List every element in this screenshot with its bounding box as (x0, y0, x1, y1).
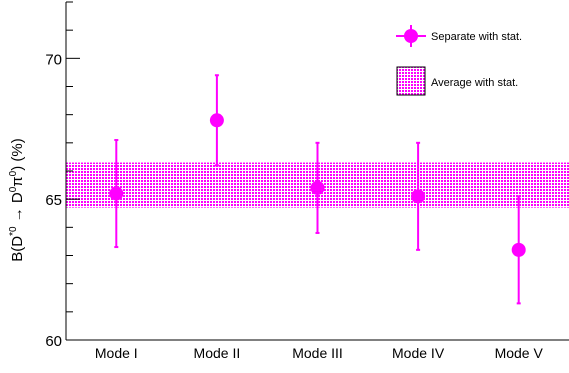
ylabel-pi: π (9, 176, 26, 186)
legend: Separate with stat. Average with stat. (396, 25, 522, 96)
legend-marker-dot (404, 29, 418, 43)
legend-label-separate: Separate with stat. (431, 31, 522, 43)
y-tick-label: 60 (45, 333, 62, 350)
legend-label-average: Average with stat. (431, 77, 518, 89)
ylabel-suffix: ) (%) (9, 138, 26, 171)
y-axis-label: B(D*0 → D0π0) (%) (8, 138, 26, 261)
ylabel-sup3: 0 (8, 170, 19, 176)
x-tick-label: Mode V (495, 345, 544, 361)
data-point (411, 189, 426, 204)
data-point (310, 180, 325, 195)
x-tick-label: Mode IV (392, 345, 445, 361)
data-point (511, 242, 526, 257)
x-tick-label: Mode I (95, 345, 138, 361)
legend-marker-band (396, 66, 426, 96)
ylabel-prefix: B(D (9, 236, 26, 262)
x-tick-label: Mode III (292, 345, 343, 361)
ylabel-sup1: *0 (8, 226, 19, 236)
ylabel-arrow: → D (9, 192, 26, 226)
x-tick-label: Mode II (194, 345, 241, 361)
y-tick-label: 70 (45, 51, 62, 68)
data-point (109, 186, 124, 201)
ylabel-sup2: 0 (8, 186, 19, 192)
data-point (209, 113, 224, 128)
y-tick-label: 65 (45, 192, 62, 209)
